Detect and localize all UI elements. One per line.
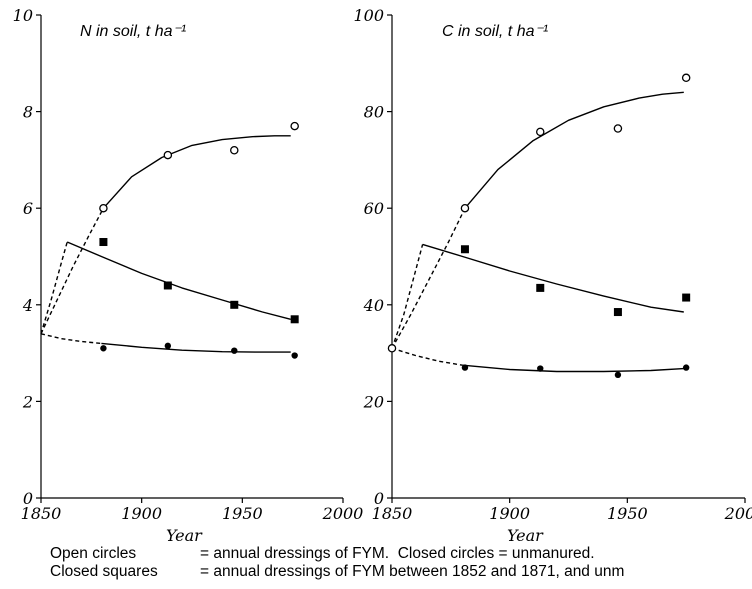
fitted-curve <box>66 241 291 320</box>
open-circle-point <box>387 344 397 353</box>
y-tick-label: 0 <box>374 489 384 508</box>
caption-line-1: Open circles = annual dressings of FYM. C… <box>50 545 595 563</box>
y-tick-label: 4 <box>22 296 33 315</box>
chart-panel-c: C in soil, t ha⁻¹ Year 0 20 40 60 80 100 1850 1… <box>353 6 752 545</box>
closed-square-point <box>682 293 691 302</box>
closed-square-point <box>290 315 299 324</box>
y-tick-label: 0 <box>23 489 33 508</box>
x-tick-label: 1900 <box>121 504 162 523</box>
chart-title: N in soil, t ha⁻¹ <box>80 23 186 40</box>
axes: 0 2 4 6 8 10 1850 1900 1950 2000 <box>13 6 364 523</box>
x-tick-label: 1850 <box>372 504 413 523</box>
axes: 0 20 40 60 80 100 1850 1900 1950 2000 <box>353 6 752 523</box>
closed-circle-point <box>100 345 107 352</box>
dashed-curve <box>40 207 105 335</box>
x-tick-label: 2000 <box>724 504 752 523</box>
fitted-curve <box>101 342 291 353</box>
open-circle-point <box>613 124 623 133</box>
chart-title: C in soil, t ha⁻¹ <box>442 23 548 40</box>
y-tick-label: 6 <box>23 199 33 218</box>
x-tick-label: 2000 <box>322 504 364 523</box>
x-tick-label: 1950 <box>222 504 263 523</box>
dashed-curve <box>40 241 68 335</box>
open-circle-point <box>290 121 299 131</box>
dashed-curve <box>40 333 102 345</box>
open-circle-point <box>681 73 691 83</box>
caption-text: = annual dressings of FYM. Closed circle… <box>200 545 595 562</box>
y-tick-label: 60 <box>364 199 384 218</box>
dashed-curve <box>391 347 463 366</box>
fitted-curves <box>40 135 291 353</box>
closed-circle-point <box>537 365 544 372</box>
y-tick-label: 40 <box>363 296 384 315</box>
y-tick-label: 20 <box>363 392 384 411</box>
closed-circle-point <box>614 371 622 379</box>
open-circle-point <box>163 150 173 160</box>
y-tick-label: 100 <box>353 6 384 25</box>
fitted-curve <box>422 243 684 313</box>
caption-line-2: Closed squares = annual dressings of FYM … <box>50 563 624 581</box>
fitted-curve <box>462 364 684 373</box>
dashed-curve <box>391 244 424 349</box>
open-circle-point <box>230 145 239 155</box>
open-circle-point <box>536 127 545 137</box>
fitted-curves <box>391 91 684 373</box>
x-tick-label: 1950 <box>607 504 648 523</box>
chart-panel-n: N in soil, t ha⁻¹ Year 0 2 4 6 8 10 1850 1900 19… <box>13 6 364 545</box>
closed-square-point <box>163 281 172 290</box>
caption-label: Open circles <box>50 545 137 562</box>
caption-label: Closed squares <box>50 563 158 580</box>
closed-square-point <box>613 308 622 317</box>
closed-square-point <box>460 245 469 254</box>
x-tick-label: 1850 <box>21 504 62 523</box>
y-tick-label: 8 <box>23 103 33 122</box>
closed-square-point <box>99 238 108 247</box>
closed-circle-point <box>231 347 238 354</box>
y-tick-label: 80 <box>364 103 384 122</box>
closed-circle-point <box>291 352 298 359</box>
dashed-curve <box>391 207 466 349</box>
y-tick-label: 10 <box>13 6 33 25</box>
closed-square-point <box>536 283 545 292</box>
fitted-curve <box>464 91 684 209</box>
x-axis-label: Year <box>166 526 203 545</box>
open-circle-point <box>99 203 108 213</box>
closed-square-point <box>230 300 239 309</box>
x-axis-label: Year <box>507 526 544 545</box>
fitted-curve <box>102 135 291 209</box>
closed-circle-point <box>461 364 469 371</box>
closed-circle-point <box>682 364 690 371</box>
caption-text: = annual dressings of FYM between 1852 a… <box>200 563 625 580</box>
y-tick-label: 2 <box>22 392 33 411</box>
closed-circle-point <box>164 342 172 350</box>
data-points <box>387 73 691 379</box>
open-circle-point <box>460 203 470 213</box>
x-tick-label: 1900 <box>489 504 530 523</box>
data-points <box>99 121 299 359</box>
